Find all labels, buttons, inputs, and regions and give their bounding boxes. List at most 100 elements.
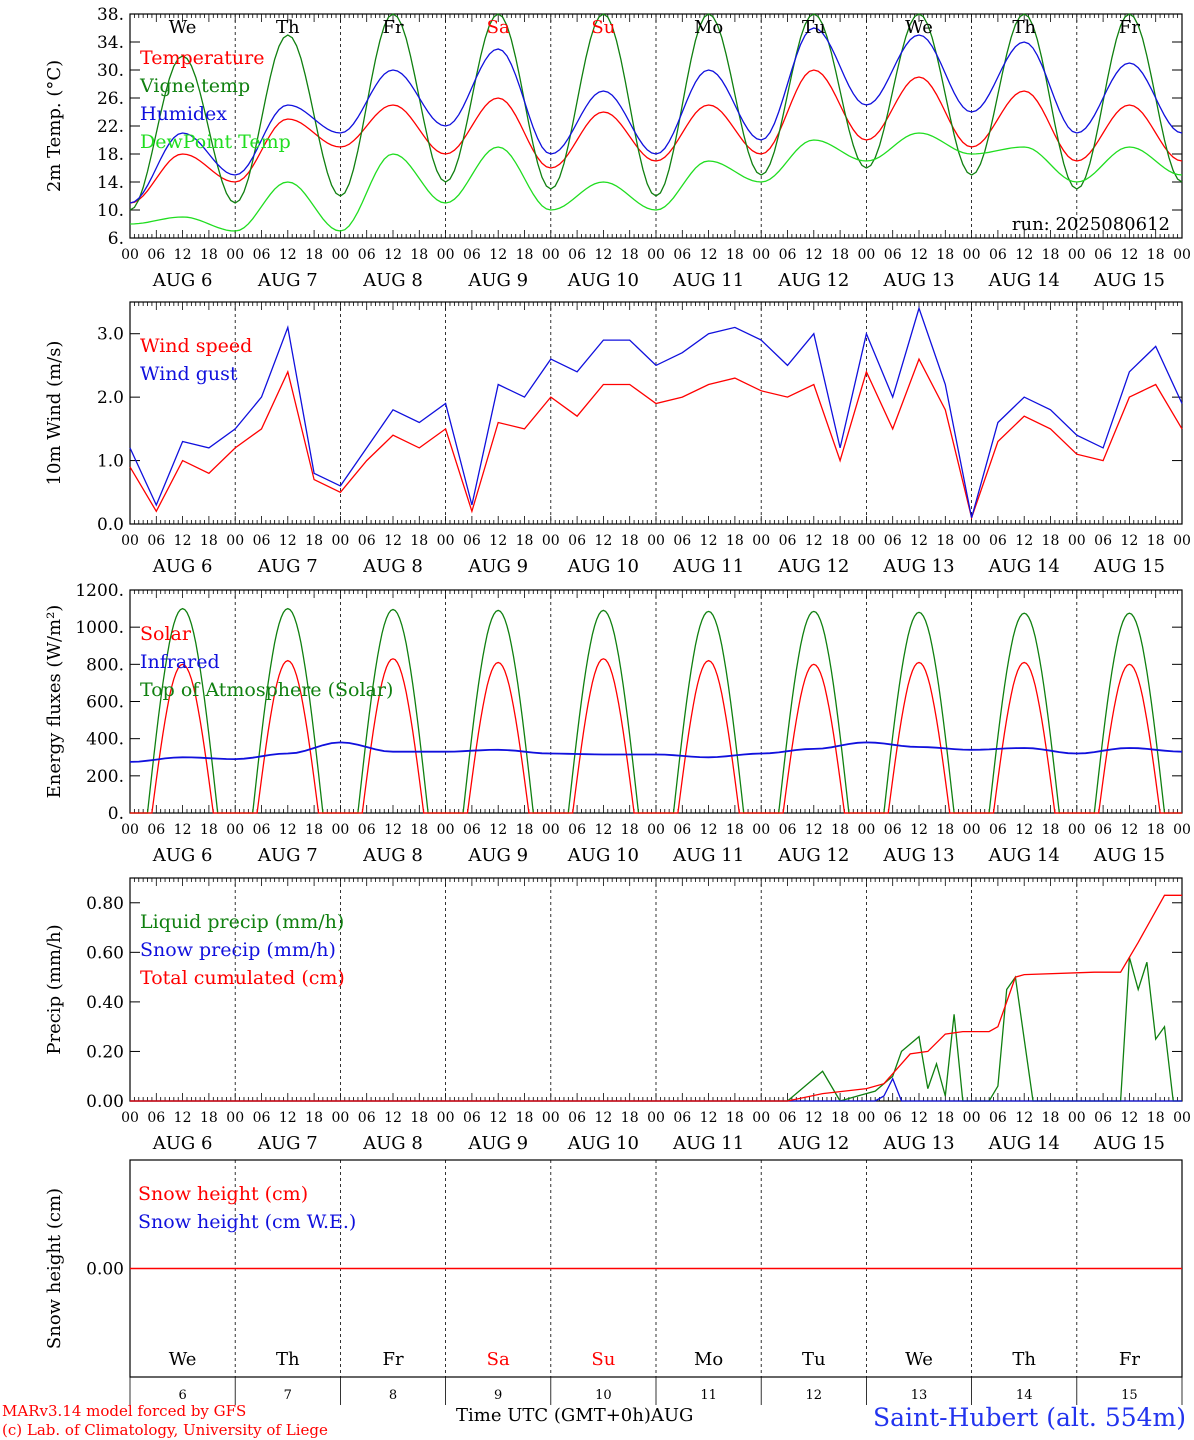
x-hour-label: 12 [279, 247, 297, 263]
day-name-top: Sa [487, 17, 510, 38]
y-axis-label-4: Snow height (cm) [44, 1188, 65, 1349]
y-tick-label: 10. [97, 201, 124, 221]
y-tick-label: 200. [86, 767, 124, 787]
x-hour-label: 12 [700, 247, 718, 263]
x-hour-label: 00 [963, 247, 981, 263]
x-hour-label: 12 [594, 822, 612, 838]
x-hour-label: 00 [437, 1110, 455, 1126]
x-day-label: AUG 15 [1093, 556, 1165, 577]
y-tick-label: 0. [108, 804, 124, 824]
x-hour-label: 06 [147, 247, 165, 263]
y-tick-label: 0.40 [86, 993, 124, 1013]
x-hour-label: 18 [726, 247, 744, 263]
x-hour-label: 06 [358, 1110, 376, 1126]
x-hour-label: 18 [305, 247, 323, 263]
x-hour-label: 06 [1094, 247, 1112, 263]
x-day-label: AUG 10 [567, 845, 639, 866]
x-hour-label: 18 [516, 533, 534, 549]
x-day-label: AUG 6 [152, 845, 213, 866]
x-hour-label: 06 [147, 822, 165, 838]
x-day-label: AUG 14 [988, 845, 1060, 866]
y-tick-label: 0.00 [86, 1092, 124, 1112]
x-day-label: AUG 7 [257, 270, 318, 291]
y-tick-label: 30. [97, 61, 124, 81]
legend-3-2: Total cumulated (cm) [140, 967, 345, 989]
x-day-label: AUG 12 [777, 845, 849, 866]
temp-series-0 [129, 69, 1183, 204]
x-hour-label: 18 [410, 822, 428, 838]
y-tick-label: 1.0 [97, 452, 124, 472]
legend-1-0: Wind speed [140, 335, 252, 357]
x-day-label: AUG 9 [467, 556, 528, 577]
x-hour-label: 12 [489, 1110, 507, 1126]
x-hour-label: 18 [831, 822, 849, 838]
day-name-bottom: Su [591, 1349, 615, 1370]
y-tick-label: 1200. [75, 581, 124, 601]
x-day-label: AUG 13 [882, 845, 954, 866]
day-number: 12 [806, 1388, 823, 1403]
x-hour-label: 12 [279, 822, 297, 838]
x-hour-label: 00 [226, 1110, 244, 1126]
wind-series-0 [129, 357, 1183, 521]
panel-frame-2 [129, 589, 1183, 814]
x-hour-label: 06 [779, 1110, 797, 1126]
x-hour-label: 06 [1094, 533, 1112, 549]
x-hour-label: 12 [384, 1110, 402, 1126]
day-name-bottom: Sa [487, 1349, 510, 1370]
x-hour-label: 00 [1068, 533, 1086, 549]
y-tick-label: 2.0 [97, 388, 124, 408]
x-hour-label: 00 [647, 247, 665, 263]
x-day-label: AUG 14 [988, 270, 1060, 291]
x-day-label: AUG 9 [467, 845, 528, 866]
x-hour-label: 06 [358, 822, 376, 838]
y-tick-label: 3.0 [97, 325, 124, 345]
legend-4-1: Snow height (cm W.E.) [138, 1211, 356, 1233]
x-hour-label: 18 [1147, 533, 1165, 549]
x-hour-label: 00 [1173, 1110, 1191, 1126]
x-hour-label: 12 [1015, 1110, 1033, 1126]
y-tick-label: 0.0 [97, 515, 124, 535]
day-name-bottom: Th [1012, 1349, 1036, 1370]
x-hour-label: 18 [516, 247, 534, 263]
x-hour-label: 00 [1173, 822, 1191, 838]
x-hour-label: 00 [121, 533, 139, 549]
x-hour-label: 18 [200, 533, 218, 549]
x-day-label: AUG 6 [152, 556, 213, 577]
x-hour-label: 00 [857, 1110, 875, 1126]
y-tick-label: 38. [97, 5, 124, 25]
x-hour-label: 12 [910, 247, 928, 263]
x-day-label: AUG 12 [777, 270, 849, 291]
x-day-label: AUG 8 [362, 270, 423, 291]
x-hour-label: 18 [621, 822, 639, 838]
x-hour-label: 12 [1120, 1110, 1138, 1126]
x-hour-label: 00 [752, 533, 770, 549]
x-axis-month: AUG [650, 1405, 694, 1426]
x-hour-label: 12 [805, 1110, 823, 1126]
station-name: Saint-Hubert (alt. 554m) [872, 1403, 1186, 1432]
x-hour-label: 12 [594, 1110, 612, 1126]
x-hour-label: 12 [174, 1110, 192, 1126]
x-hour-label: 12 [805, 247, 823, 263]
day-number: 10 [595, 1388, 612, 1403]
y-tick-label: 800. [86, 655, 124, 675]
day-number: 8 [389, 1388, 397, 1403]
x-hour-label: 06 [884, 1110, 902, 1126]
day-name-top: Fr [382, 17, 403, 38]
x-hour-label: 18 [831, 247, 849, 263]
x-hour-label: 06 [989, 533, 1007, 549]
x-hour-label: 00 [752, 1110, 770, 1126]
x-hour-label: 18 [200, 1110, 218, 1126]
x-hour-label: 00 [542, 247, 560, 263]
day-number: 11 [700, 1388, 717, 1403]
x-hour-label: 00 [331, 533, 349, 549]
y-axis-label-3: Precip (mm/h) [44, 924, 65, 1054]
x-hour-label: 06 [989, 1110, 1007, 1126]
day-number: 15 [1121, 1388, 1138, 1403]
x-hour-label: 12 [174, 822, 192, 838]
x-hour-label: 18 [726, 1110, 744, 1126]
x-hour-label: 12 [174, 533, 192, 549]
y-tick-label: 18. [97, 145, 124, 165]
x-day-label: AUG 6 [152, 270, 213, 291]
x-hour-label: 00 [1068, 1110, 1086, 1126]
panel-frame-0 [129, 13, 1183, 239]
